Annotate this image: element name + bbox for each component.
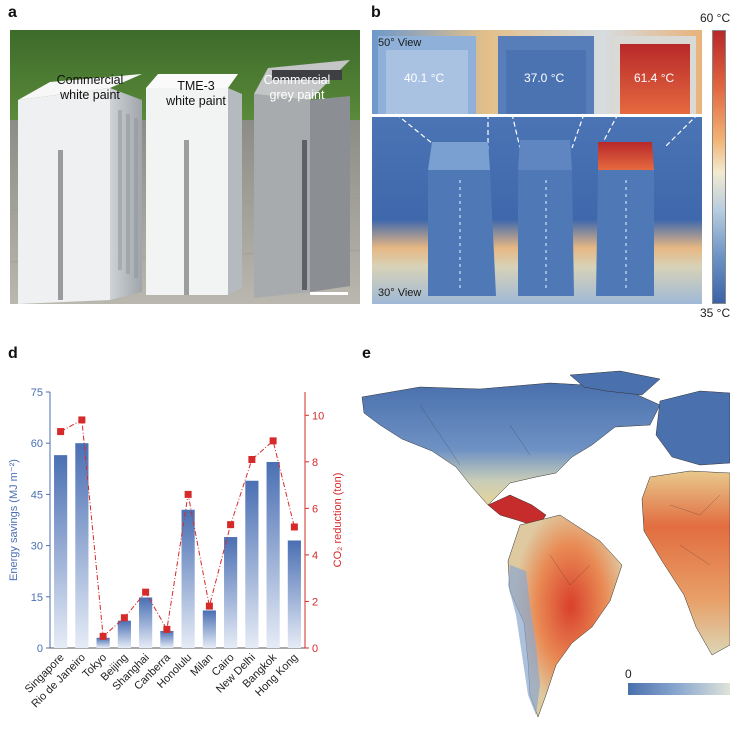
world-map-panel (360, 365, 730, 730)
co2-point (99, 632, 107, 640)
temp-label-2: 37.0 °C (524, 71, 564, 85)
box-commercial-grey (254, 60, 350, 298)
temp-label-1: 40.1 °C (404, 71, 444, 85)
photo-illustration: Commercial white paint TME-3 white paint… (10, 30, 360, 304)
scale-bar (310, 292, 348, 295)
left-tick-label: 0 (37, 643, 43, 655)
label-tme3-line1: TME-3 (177, 79, 215, 93)
thermal-panel: 40.1 °C 37.0 °C 61.4 °C 50° View 30° Vie… (372, 30, 702, 304)
co2-point (120, 614, 128, 622)
co2-line (60, 419, 295, 638)
right-tick-label: 0 (312, 643, 318, 655)
panel-letter-b: b (371, 4, 381, 21)
energy-bar (224, 537, 238, 648)
energy-bar (181, 509, 195, 648)
energy-bar (117, 620, 131, 648)
thermal-illustration: 40.1 °C 37.0 °C 61.4 °C 50° View 30° Vie… (372, 30, 702, 304)
co2-point (269, 437, 277, 445)
view-label-bottom: 30° View (378, 287, 421, 299)
left-tick-label: 60 (31, 438, 43, 450)
energy-bar (202, 610, 216, 648)
panel-letter-e: e (362, 345, 371, 362)
colorbar-min-label: 35 °C (700, 306, 730, 320)
left-tick-label: 15 (31, 592, 43, 604)
co2-point (184, 490, 192, 498)
energy-bar (54, 455, 68, 648)
label-tme3-line2: white paint (165, 94, 226, 108)
world-map (361, 370, 730, 718)
energy-bar (245, 480, 259, 648)
co2-point (227, 521, 235, 529)
co2-point (57, 428, 65, 436)
energy-bar (160, 630, 174, 648)
label-commercial-white-line1: Commercial (57, 73, 124, 87)
label-commercial-grey-line1: Commercial (264, 73, 331, 87)
category-label: Milan (188, 652, 215, 679)
right-tick-label: 8 (312, 457, 318, 469)
view-label-top: 50° View (378, 37, 421, 49)
co2-point (142, 588, 150, 596)
right-tick-label: 2 (312, 596, 318, 608)
temp-label-3: 61.4 °C (634, 71, 674, 85)
left-axis-title: Energy savings (MJ m⁻²) (8, 459, 20, 581)
energy-bar (75, 443, 89, 648)
left-tick-label: 30 (31, 541, 43, 553)
energy-bar (139, 597, 153, 648)
co2-point (205, 602, 213, 610)
co2-point (163, 625, 171, 633)
map-colorbar-min-label: 0 (625, 667, 632, 681)
energy-bar (266, 461, 280, 648)
right-tick-label: 10 (312, 410, 324, 422)
panel-letter-d: d (8, 345, 18, 362)
colorbar-max-label: 60 °C (700, 11, 730, 25)
label-commercial-grey-line2: grey paint (270, 88, 325, 102)
map-colorbar (628, 683, 730, 695)
panel-letter-a: a (8, 4, 17, 21)
left-tick-label: 45 (31, 489, 43, 501)
energy-bar (287, 540, 301, 648)
energy-bar (96, 637, 110, 648)
right-axis-title: CO₂ reduction (ton) (332, 473, 344, 568)
label-commercial-white-line2: white paint (59, 88, 120, 102)
co2-point (78, 416, 86, 424)
energy-chart: 0 15 30 45 60 75 0 2 4 6 8 10 Energy savings (MJ m⁻²… (0, 370, 355, 730)
co2-point (248, 455, 256, 463)
right-tick-label: 4 (312, 550, 318, 562)
right-tick-label: 6 (312, 503, 318, 515)
energy-chart-svg: 0 15 30 45 60 75 0 2 4 6 8 10 Energy savings (MJ m⁻²… (8, 387, 344, 710)
left-tick-label: 75 (31, 387, 43, 399)
temperature-colorbar (712, 30, 726, 304)
co2-point (290, 523, 298, 531)
box-commercial-white (18, 74, 142, 304)
box-tme3-white (146, 74, 242, 295)
photo-panel: Commercial white paint TME-3 white paint… (10, 30, 360, 304)
